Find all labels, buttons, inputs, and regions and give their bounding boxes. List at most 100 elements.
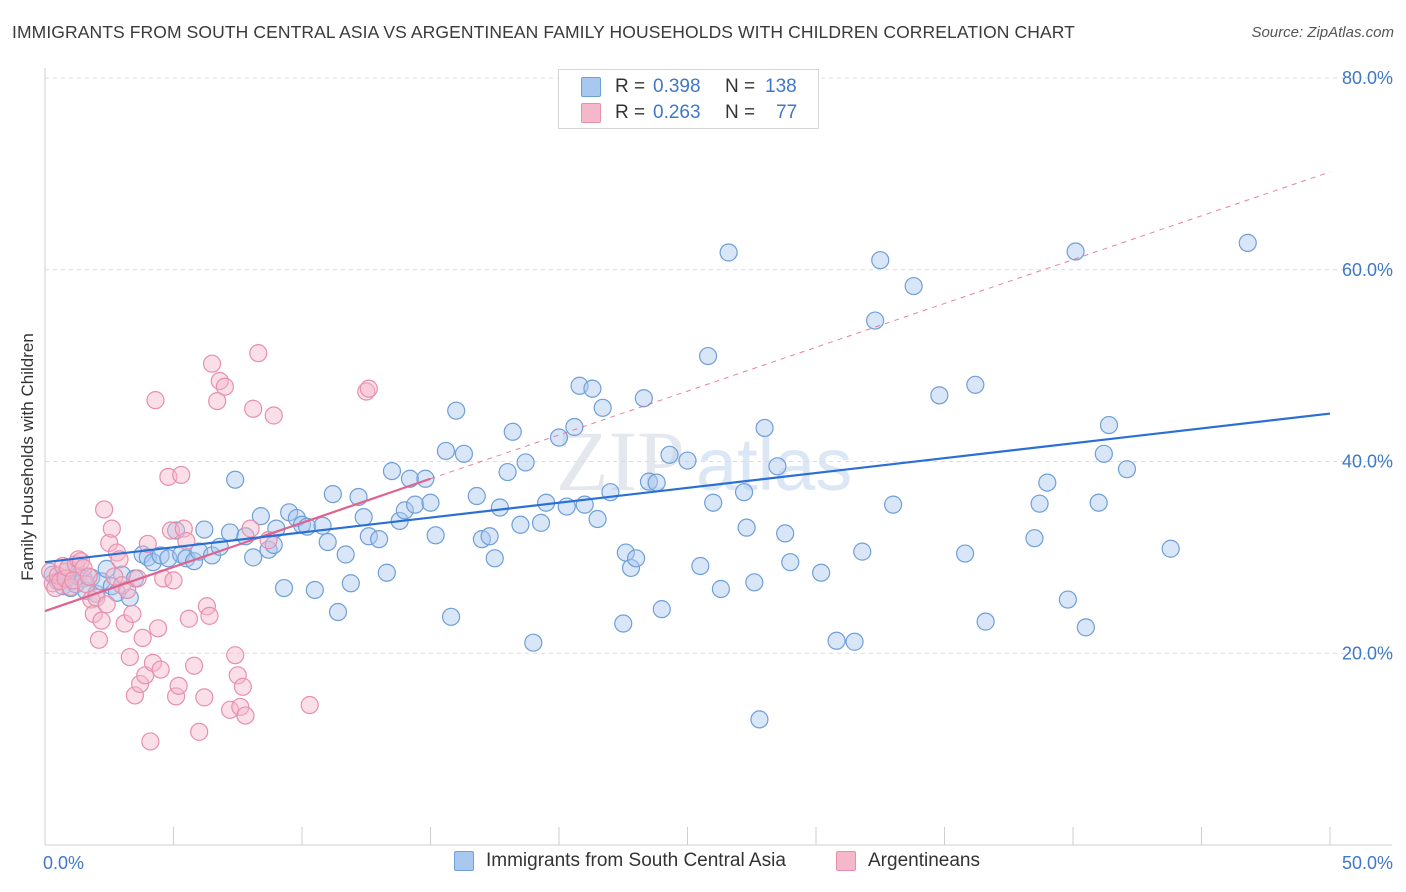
data-point: [1066, 242, 1085, 261]
n-value: 138: [765, 76, 797, 97]
data-point: [151, 660, 170, 679]
data-point: [300, 695, 319, 715]
data-point: [845, 632, 864, 651]
data-point: [118, 580, 137, 600]
data-point: [190, 722, 209, 741]
legend-item-argentineans[interactable]: Argentineans: [836, 850, 980, 872]
data-point: [966, 375, 985, 394]
data-point: [231, 697, 250, 717]
data-point: [436, 441, 456, 461]
data-point: [955, 544, 975, 563]
data-point: [467, 486, 486, 506]
data-point: [719, 243, 738, 262]
data-point: [95, 500, 114, 519]
data-point: [123, 604, 142, 624]
data-point: [215, 377, 234, 396]
data-point: [866, 311, 885, 330]
data-point: [264, 406, 283, 425]
legend-item-south-central-asia[interactable]: Immigrants from South Central Asia: [454, 850, 786, 872]
data-point: [226, 646, 245, 665]
data-point: [97, 595, 116, 614]
trend-line-argentineans: [44, 477, 431, 613]
data-point: [249, 344, 268, 363]
data-point: [678, 451, 697, 470]
data-point: [621, 558, 641, 578]
axes: [44, 68, 1392, 846]
data-point: [1058, 590, 1077, 609]
data-point: [503, 422, 522, 441]
data-point: [490, 498, 509, 517]
data-point: [323, 484, 342, 504]
data-point: [827, 631, 846, 650]
data-point: [485, 549, 504, 568]
trend-lines: [44, 171, 1331, 613]
data-point: [146, 391, 165, 410]
data-point: [395, 501, 414, 520]
data-point: [976, 612, 995, 631]
data-point: [125, 686, 145, 705]
data-point: [210, 371, 229, 391]
data-point: [202, 354, 222, 373]
data-point: [781, 553, 800, 572]
data-point: [930, 386, 949, 405]
data-point: [195, 520, 214, 539]
data-point: [141, 732, 160, 751]
y-tick-label: 80.0%: [1342, 68, 1393, 88]
data-point: [1025, 529, 1044, 548]
data-point: [305, 580, 324, 600]
data-point: [454, 444, 474, 463]
data-point: [208, 391, 227, 411]
data-point: [241, 519, 260, 538]
data-point: [169, 676, 188, 695]
data-point: [588, 509, 607, 529]
data-point: [354, 508, 373, 527]
data-point: [421, 493, 440, 512]
data-point: [130, 674, 150, 694]
data-point: [1094, 444, 1113, 463]
data-point: [244, 399, 263, 418]
data-point: [87, 588, 106, 607]
chart-title: IMMIGRANTS FROM SOUTH CENTRAL ASIA VS AR…: [12, 22, 1075, 42]
data-point: [583, 379, 602, 398]
data-point: [853, 542, 872, 561]
data-point: [143, 553, 163, 572]
data-point: [768, 457, 787, 476]
grid-lines: [45, 77, 1392, 654]
data-point: [812, 563, 831, 582]
data-point: [1030, 494, 1049, 513]
data-point: [1238, 233, 1257, 253]
data-point: [359, 527, 378, 546]
data-point: [639, 472, 659, 491]
data-point: [405, 495, 425, 514]
data-point: [1161, 539, 1180, 558]
n-value: 77: [776, 102, 798, 123]
data-point: [184, 656, 204, 675]
data-point: [179, 609, 199, 628]
data-point: [120, 647, 139, 667]
data-point: [480, 527, 499, 546]
data-point: [704, 493, 723, 512]
data-point: [883, 495, 903, 514]
x-tick-label: 0.0%: [43, 853, 84, 873]
data-point: [79, 567, 98, 586]
x-tick-label: 50.0%: [1342, 853, 1393, 873]
data-point: [143, 653, 163, 672]
source-credit: Source: ZipAtlas.com: [1251, 24, 1394, 41]
n-label: N =: [725, 76, 756, 97]
data-point: [233, 677, 252, 696]
r-label: R =: [615, 76, 646, 97]
data-point: [871, 251, 890, 270]
data-point: [172, 465, 191, 485]
data-point: [251, 507, 270, 526]
legend-label: Immigrants from South Central Asia: [486, 850, 786, 871]
data-point: [634, 389, 653, 408]
legend-label: Argentineans: [868, 850, 980, 871]
data-point: [1099, 415, 1119, 435]
data-point: [691, 556, 710, 576]
data-point: [359, 379, 378, 398]
watermark: ZIP atlas: [556, 413, 852, 509]
data-point: [652, 600, 671, 619]
data-point: [441, 607, 461, 626]
legend-row-blue: R = 0.398 N = 138: [581, 75, 797, 99]
data-point: [755, 418, 774, 438]
